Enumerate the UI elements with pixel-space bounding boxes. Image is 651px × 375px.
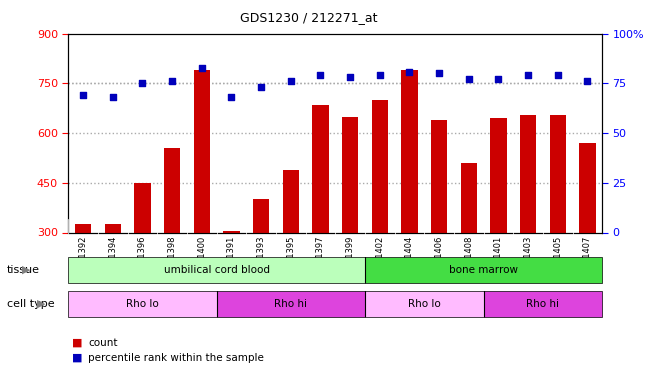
Bar xyxy=(401,70,417,232)
Bar xyxy=(253,200,270,232)
Bar xyxy=(365,291,484,317)
Bar xyxy=(549,115,566,232)
Point xyxy=(256,84,266,90)
Bar xyxy=(223,231,240,232)
Text: Rho hi: Rho hi xyxy=(274,299,307,309)
Point xyxy=(315,72,326,78)
Bar xyxy=(579,143,596,232)
Bar xyxy=(372,100,388,232)
Text: Rho hi: Rho hi xyxy=(527,299,559,309)
Text: ■: ■ xyxy=(72,353,82,363)
Bar xyxy=(164,148,180,232)
Point xyxy=(167,78,177,84)
Bar xyxy=(217,291,365,317)
Text: tissue: tissue xyxy=(7,265,40,275)
Bar xyxy=(520,115,536,232)
Point xyxy=(553,72,563,78)
Text: ▶: ▶ xyxy=(21,265,30,275)
Point xyxy=(434,70,444,76)
Bar xyxy=(134,183,150,232)
Bar xyxy=(75,224,91,232)
Point xyxy=(523,72,533,78)
Bar xyxy=(105,224,121,232)
Text: ▶: ▶ xyxy=(37,299,46,309)
Point xyxy=(197,64,207,70)
Point xyxy=(137,81,148,87)
Bar xyxy=(460,163,477,232)
Bar xyxy=(484,291,602,317)
Point xyxy=(227,94,237,100)
Point xyxy=(107,94,118,100)
Point xyxy=(374,72,385,78)
Bar xyxy=(312,105,329,232)
Text: ■: ■ xyxy=(72,338,82,348)
Bar xyxy=(68,291,217,317)
Bar xyxy=(431,120,447,232)
Bar xyxy=(490,118,506,232)
Text: cell type: cell type xyxy=(7,299,54,309)
Point xyxy=(286,78,296,84)
Point xyxy=(345,75,355,81)
Bar xyxy=(68,257,365,283)
Text: GDS1230 / 212271_at: GDS1230 / 212271_at xyxy=(240,11,378,24)
Text: Rho lo: Rho lo xyxy=(126,299,159,309)
Text: count: count xyxy=(88,338,117,348)
Bar xyxy=(193,70,210,232)
Bar xyxy=(342,117,358,232)
Text: bone marrow: bone marrow xyxy=(449,265,518,275)
Bar xyxy=(365,257,602,283)
Point xyxy=(78,92,89,98)
Text: Rho lo: Rho lo xyxy=(408,299,441,309)
Point xyxy=(404,69,415,75)
Point xyxy=(493,76,504,82)
Text: percentile rank within the sample: percentile rank within the sample xyxy=(88,353,264,363)
Point xyxy=(582,78,592,84)
Text: umbilical cord blood: umbilical cord blood xyxy=(163,265,270,275)
Point xyxy=(464,76,474,82)
Bar xyxy=(283,170,299,232)
